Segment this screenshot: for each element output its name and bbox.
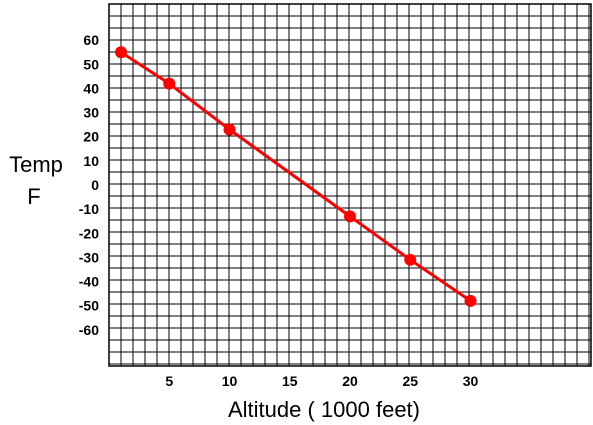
y-axis-title-line-2: F <box>27 184 40 209</box>
y-tick-label: 60 <box>83 32 99 48</box>
data-point <box>115 46 127 58</box>
y-tick-label: 50 <box>83 56 99 72</box>
y-tick-label: 30 <box>83 105 99 121</box>
x-tick-labels: 5 10 15 20 25 30 <box>165 373 478 389</box>
data-point <box>344 210 356 222</box>
data-point <box>224 123 236 135</box>
series-line <box>121 52 470 301</box>
x-tick-label: 30 <box>463 373 479 389</box>
y-tick-label: 0 <box>91 177 99 193</box>
y-tick-label: 20 <box>83 129 99 145</box>
data-point <box>404 254 416 266</box>
series-line-path <box>121 52 470 301</box>
grid <box>109 4 591 366</box>
y-tick-label: -50 <box>79 298 99 314</box>
y-tick-label: -60 <box>79 322 99 338</box>
x-tick-label: 10 <box>222 373 238 389</box>
y-tick-label: 40 <box>83 80 99 96</box>
data-point <box>465 295 477 307</box>
x-tick-label: 25 <box>402 373 418 389</box>
y-tick-labels: 60 50 40 30 20 10 0 -10 -20 -30 -40 -50 -60 <box>79 32 99 338</box>
y-tick-label: -10 <box>79 201 99 217</box>
y-tick-label: -30 <box>79 249 99 265</box>
data-point <box>163 78 175 90</box>
x-tick-label: 20 <box>342 373 358 389</box>
y-tick-label: -20 <box>79 225 99 241</box>
x-tick-label: 5 <box>165 373 173 389</box>
y-axis-title-line-1: Temp <box>9 152 63 177</box>
y-tick-label: 10 <box>83 153 99 169</box>
y-tick-label: -40 <box>79 274 99 290</box>
x-axis-title: Altitude ( 1000 feet) <box>228 397 420 422</box>
x-tick-label: 15 <box>282 373 298 389</box>
